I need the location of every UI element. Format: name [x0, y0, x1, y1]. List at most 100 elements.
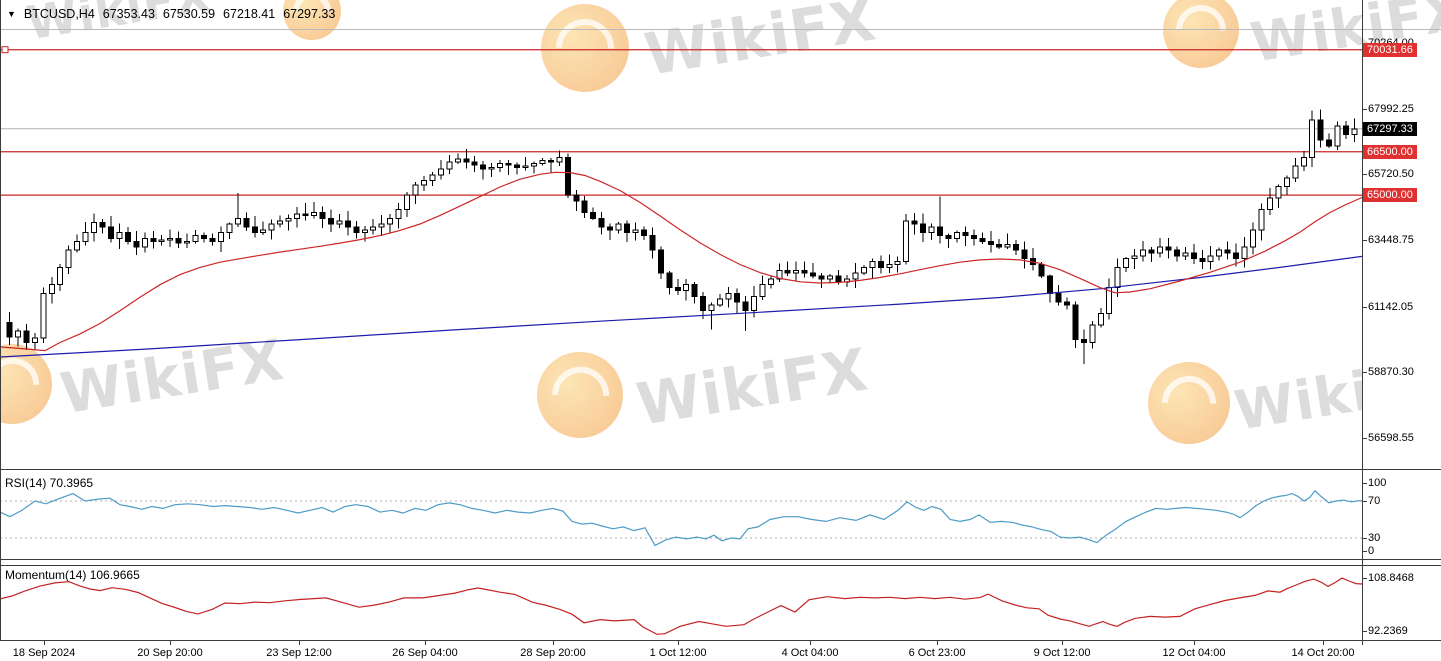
candle-bear — [733, 292, 740, 303]
time-tick — [1062, 641, 1063, 645]
candle-bear — [784, 269, 791, 274]
candle-bear — [505, 162, 512, 166]
axis-tick — [1362, 631, 1367, 632]
candle-bull — [404, 194, 411, 211]
pane-left-border — [0, 0, 1, 640]
candle-bear — [1046, 275, 1053, 294]
candle-bear — [1343, 125, 1350, 135]
candle-bear — [6, 321, 13, 338]
candle-bull — [192, 235, 199, 242]
time-tick-label: 18 Sep 2024 — [12, 647, 76, 659]
candle-bull — [1258, 209, 1265, 231]
candle-bull — [632, 229, 639, 234]
pane-separator — [0, 640, 1441, 641]
candle-bull — [683, 284, 690, 292]
candle-bear — [150, 237, 157, 242]
price-tick-label: 58870.30 — [1368, 366, 1414, 379]
candle-bull — [1266, 197, 1273, 211]
candle-bear — [1173, 249, 1180, 257]
candle-bear — [649, 235, 656, 251]
rsi-line[interactable] — [0, 489, 1362, 547]
candle-bull — [277, 220, 284, 225]
quote-close: 67297.33 — [283, 7, 336, 21]
time-tick — [425, 641, 426, 645]
price-axis[interactable]: 70264.0067992.2565720.5063448.7561142.05… — [1362, 0, 1441, 661]
time-tick — [1323, 641, 1324, 645]
candle-bear — [979, 237, 986, 242]
candle-bear — [327, 217, 334, 225]
price-level-label: 66500.00 — [1363, 144, 1417, 159]
rsi-axis-label: 30 — [1368, 532, 1381, 544]
time-tick-label: 9 Oct 12:00 — [1033, 647, 1091, 659]
candle-bull — [852, 272, 859, 280]
axis-tick — [1362, 306, 1367, 308]
candle-bear — [251, 226, 258, 234]
candle-bull — [522, 165, 529, 169]
candle-bear — [657, 249, 664, 274]
price-level-label: 65000.00 — [1363, 188, 1417, 203]
candle-bear — [911, 220, 918, 225]
candle-bear — [209, 237, 216, 242]
ma-fast-line[interactable] — [0, 171, 1362, 352]
candle-bear — [514, 164, 521, 169]
candle-bear — [742, 301, 749, 312]
candle-bull — [412, 184, 419, 196]
candle-bull — [827, 275, 834, 280]
candle-bull — [1283, 177, 1290, 187]
candle-bull — [1241, 246, 1248, 260]
line-handle[interactable] — [1, 46, 9, 54]
candle-bull — [860, 266, 867, 274]
candle-bull — [717, 298, 724, 306]
candle-bull — [141, 237, 148, 248]
price-tick-label: 63448.75 — [1368, 233, 1414, 246]
time-tick — [170, 641, 171, 645]
momentum-line[interactable] — [0, 577, 1362, 635]
candle-bull — [57, 266, 64, 286]
candle-bull — [1292, 165, 1299, 179]
candle-bear — [99, 222, 106, 228]
time-tick — [553, 641, 554, 645]
candle-bear — [1317, 119, 1324, 141]
candle-bear — [666, 272, 673, 289]
candle-bull — [928, 226, 935, 234]
price-pane-canvas[interactable] — [0, 0, 1362, 469]
axis-tick — [1362, 239, 1367, 241]
candle-bear — [700, 295, 707, 312]
candle-bull — [336, 220, 343, 225]
candle-bull — [1114, 266, 1121, 289]
pane-separator[interactable] — [0, 559, 1441, 560]
chart-top-gridline — [0, 29, 1441, 30]
candle-bear — [818, 275, 825, 280]
candle-bear — [1165, 246, 1172, 251]
candle-bear — [302, 213, 309, 216]
candle-bear — [987, 240, 994, 245]
rsi-axis-label: 100 — [1368, 477, 1387, 489]
candle-bull — [437, 168, 444, 176]
momentum-pane-canvas[interactable] — [0, 566, 1362, 640]
time-tick-label: 6 Oct 23:00 — [908, 647, 966, 659]
candle-bull — [1089, 324, 1096, 344]
candle-bull — [530, 162, 537, 167]
time-tick — [678, 641, 679, 645]
candle-bear — [581, 200, 588, 213]
rsi-pane-canvas[interactable] — [0, 470, 1362, 559]
rsi-axis-label: 0 — [1368, 545, 1375, 557]
candle-bear — [319, 211, 326, 219]
ma-slow-line[interactable] — [0, 255, 1362, 358]
candle-bear — [996, 243, 1003, 248]
candle-bull — [31, 337, 38, 344]
candle-bear — [877, 261, 884, 268]
time-tick — [299, 641, 300, 645]
pane-separator[interactable] — [0, 565, 1441, 566]
pane-separator[interactable] — [0, 469, 1441, 470]
symbol-dropdown-icon[interactable]: ▼ — [7, 9, 16, 19]
candle-bull — [285, 217, 292, 222]
candle-bull — [708, 304, 715, 312]
candle-bear — [23, 330, 30, 344]
time-axis[interactable]: 18 Sep 2024 20 Sep 20:00 23 Sep 12:00 26 Se… — [0, 640, 1362, 661]
momentum-axis-label: 92.2369 — [1368, 625, 1408, 637]
candle-bear — [598, 217, 605, 228]
candle-bear — [1038, 264, 1045, 277]
candle-bull — [1140, 249, 1147, 257]
